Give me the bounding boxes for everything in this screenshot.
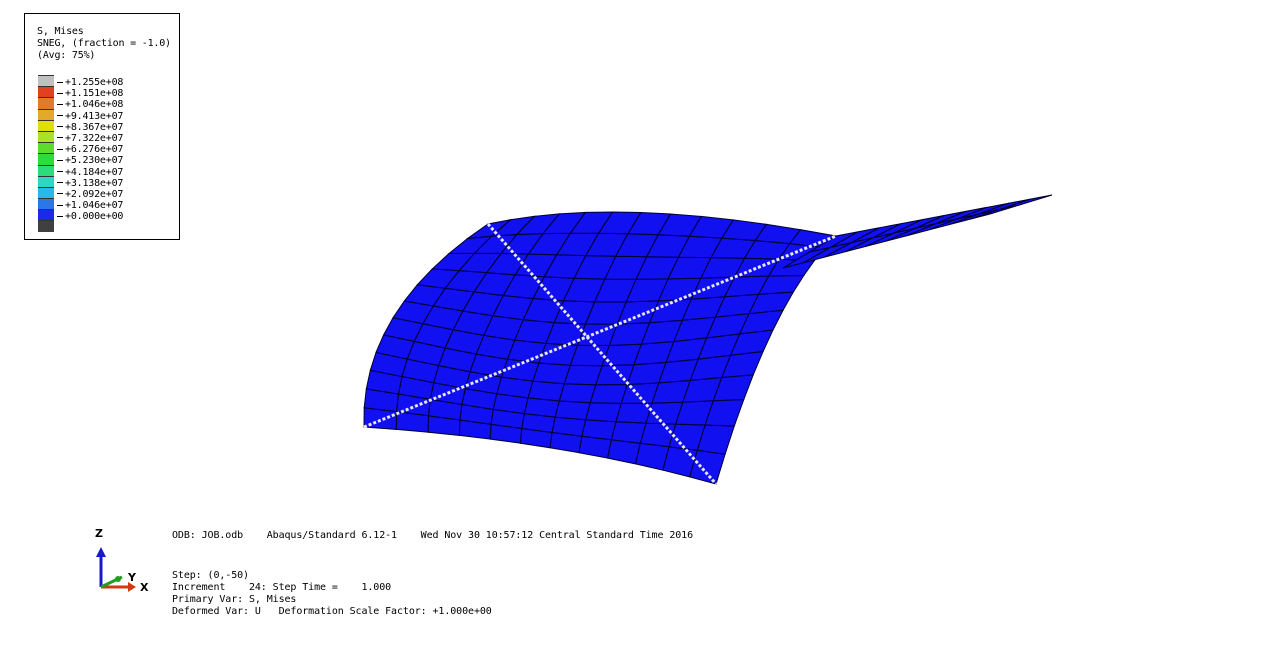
- legend-label: +1.151e+08: [57, 88, 123, 99]
- legend-averaging: (Avg: 75%): [37, 50, 96, 61]
- legend-swatch: [38, 153, 54, 165]
- legend-swatch: [38, 175, 54, 187]
- mesh-element: [532, 362, 572, 385]
- increment-info-line: Increment 24: Step Time = 1.000: [172, 582, 392, 593]
- legend-label: +6.276e+07: [57, 144, 123, 155]
- mesh-tail-strip: [782, 194, 1053, 269]
- deformed-var-line: Deformed Var: U Deformation Scale Factor…: [172, 606, 492, 617]
- legend-label: +7.322e+07: [57, 133, 123, 144]
- legend-label: +1.255e+08: [57, 77, 123, 88]
- primary-var-line: Primary Var: S, Mises: [172, 594, 297, 605]
- odb-info-line: ODB: JOB.odb Abaqus/Standard 6.12-1 Wed …: [172, 530, 694, 541]
- mesh-element: [581, 419, 617, 441]
- mesh-element: [585, 402, 622, 423]
- diagonal-path-2: [486, 223, 718, 485]
- triad-x-label: X: [140, 581, 149, 594]
- legend-label: +9.413e+07: [57, 111, 123, 122]
- legend-swatch: [38, 198, 54, 210]
- legend-swatch: [38, 119, 54, 131]
- step-info-line: Step: (0,-50): [172, 570, 249, 581]
- legend-swatch: [38, 97, 54, 109]
- triad-axes-icon: [96, 547, 136, 592]
- legend-swatch: [38, 220, 54, 232]
- legend-swatch: [38, 209, 54, 221]
- mesh-element: [607, 439, 642, 465]
- mesh-element: [527, 380, 565, 402]
- triad-z-label: Z: [95, 527, 103, 540]
- legend-swatch: [38, 130, 54, 143]
- mesh-surface: [363, 211, 838, 485]
- legend-swatch: [38, 186, 54, 199]
- legend-swatch: [38, 164, 54, 176]
- mesh-element: [551, 416, 587, 437]
- legend-swatch: [38, 86, 54, 98]
- legend-color-bar: [38, 75, 54, 232]
- mesh-element: [558, 383, 597, 404]
- legend-label: +5.230e+07: [57, 155, 123, 166]
- coordinate-triad: Z Y X: [90, 525, 160, 600]
- legend-label: +3.138e+07: [57, 178, 123, 189]
- legend-swatch: [38, 75, 54, 87]
- contour-legend: S, Mises SNEG, (fraction = -1.0) (Avg: 7…: [24, 13, 180, 240]
- legend-swatch: [38, 142, 54, 154]
- mesh-element: [999, 194, 1053, 210]
- legend-label: +8.367e+07: [57, 122, 123, 133]
- legend-label: +0.000e+00: [57, 211, 123, 222]
- legend-title: S, Mises: [37, 26, 84, 37]
- triad-y-label: Y: [128, 571, 136, 584]
- legend-swatch: [38, 108, 54, 120]
- legend-labels: +1.255e+08 +1.151e+08 +1.046e+08 +9.413e+07…: [57, 77, 123, 222]
- legend-label: +1.046e+08: [57, 99, 123, 110]
- legend-subtitle: SNEG, (fraction = -1.0): [37, 38, 171, 49]
- legend-label: +1.046e+07: [57, 200, 123, 211]
- legend-label: +2.092e+07: [57, 189, 123, 200]
- mesh-element: [554, 400, 591, 421]
- legend-label: +4.184e+07: [57, 167, 123, 178]
